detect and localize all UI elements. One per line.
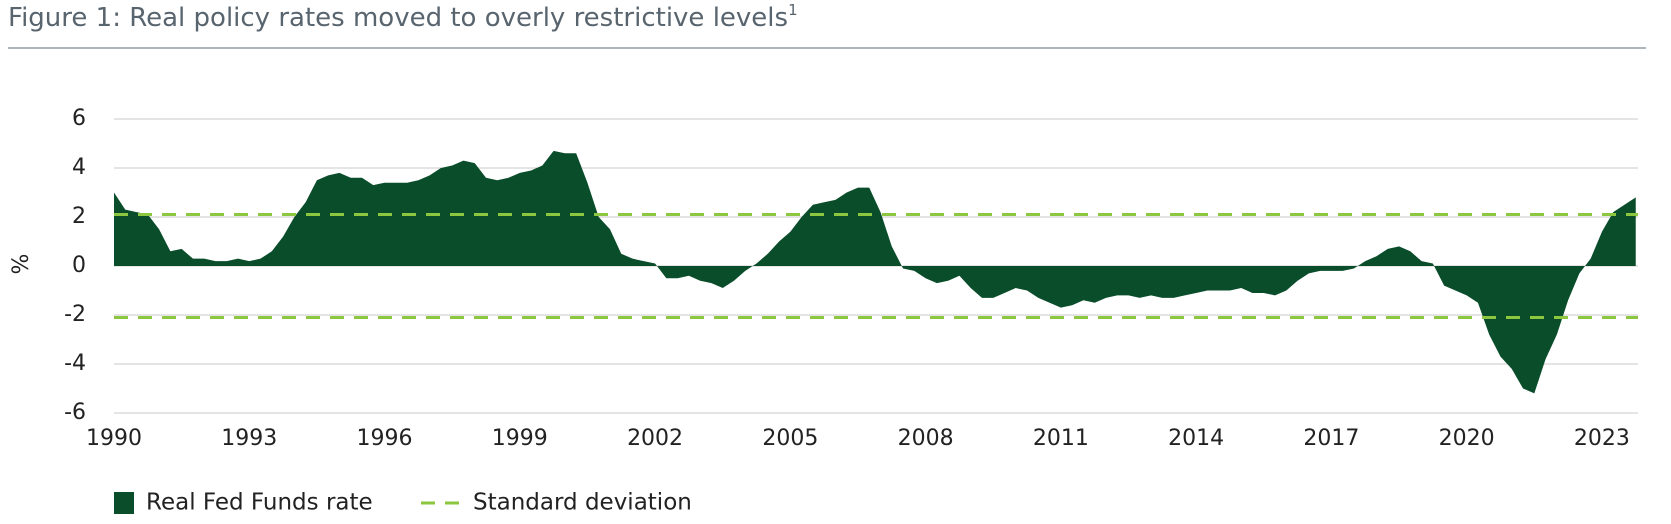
y-tick-label: 6	[72, 106, 86, 131]
title-note: 1	[788, 1, 798, 19]
x-tick-label: 1999	[492, 426, 548, 451]
y-tick-label: -4	[64, 351, 86, 376]
x-tick-label: 2008	[898, 426, 954, 451]
title-text: Figure 1: Real policy rates moved to ove…	[8, 3, 788, 33]
y-tick-label: 0	[72, 253, 86, 278]
x-tick-label: 2014	[1168, 426, 1224, 451]
x-tick-label: 2011	[1033, 426, 1089, 451]
legend-label: Standard deviation	[473, 490, 692, 516]
chart-title: Figure 1: Real policy rates moved to ove…	[8, 1, 798, 33]
y-tick-label: 2	[72, 204, 86, 229]
x-tick-label: 1996	[357, 426, 413, 451]
x-tick-label: 2005	[762, 426, 818, 451]
y-tick-label: 4	[72, 155, 86, 180]
y-axis-label: %	[9, 254, 34, 275]
x-tick-label: 2020	[1439, 426, 1495, 451]
y-tick-label: -2	[64, 302, 86, 327]
legend-label: Real Fed Funds rate	[146, 490, 373, 516]
x-tick-label: 2002	[627, 426, 683, 451]
x-tick-label: 1993	[221, 426, 277, 451]
x-tick-label: 2023	[1574, 426, 1630, 451]
y-tick-label: -6	[64, 400, 86, 425]
area	[114, 150, 1636, 394]
x-tick-label: 2017	[1303, 426, 1359, 451]
legend-swatch	[114, 492, 134, 514]
x-tick-label: 1990	[86, 426, 142, 451]
